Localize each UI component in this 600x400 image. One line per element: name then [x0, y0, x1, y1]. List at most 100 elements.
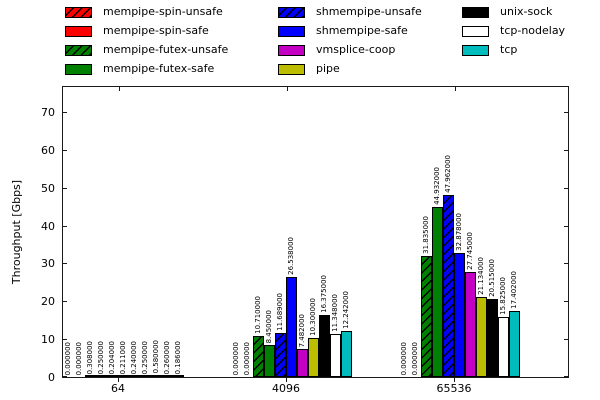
bar-value-label: 10.710000	[254, 296, 262, 334]
bar-value-label: 15.825000	[499, 277, 507, 315]
legend-label-shmempipe-safe: shmempipe-safe	[316, 24, 408, 37]
legend-swatch-tcp-nodelay	[462, 26, 489, 37]
y-tick-mark	[63, 376, 67, 377]
bar-value-label: 11.689000	[276, 293, 284, 331]
y-tick-mark	[63, 339, 67, 340]
y-tick-mark	[564, 376, 568, 377]
legend-label-tcp: tcp	[500, 43, 518, 56]
y-tick-label: 30	[41, 257, 55, 270]
y-tick-label: 20	[41, 295, 55, 308]
bar-value-label: 47.962000	[444, 155, 452, 193]
y-tick-mark	[63, 150, 67, 151]
legend-swatch-mempipe-spin-unsafe	[65, 7, 92, 18]
y-tick-mark	[564, 339, 568, 340]
bar-rect	[509, 311, 520, 377]
bar-group-4096: 0.000000 0.000000 10.710000 8.450000 11.6890…	[231, 87, 352, 377]
y-tick-mark	[564, 301, 568, 302]
y-tick-mark	[63, 301, 67, 302]
bar-mempipe-futex-safe-64: 0.250000	[96, 87, 107, 377]
y-tick-mark	[564, 150, 568, 151]
bar-value-label: 0.186000	[174, 340, 182, 374]
bar-rect	[487, 299, 498, 377]
legend-swatch-shmempipe-safe	[278, 26, 305, 37]
bar-mempipe-spin-safe-4096: 0.000000	[242, 87, 253, 377]
x-tick-mark-bottom	[118, 378, 119, 382]
bar-value-label: 0.000000	[232, 341, 240, 375]
bar-mempipe-futex-safe-4096: 8.450000	[264, 87, 275, 377]
bar-rect	[421, 256, 432, 377]
bar-value-label: 31.835000	[422, 216, 430, 254]
bar-pipe-65536: 21.134000	[476, 87, 487, 377]
bar-value-label: 0.250000	[97, 340, 105, 374]
bar-rect	[498, 317, 509, 377]
bar-value-label: 20.515000	[488, 259, 496, 297]
bar-shmempipe-safe-4096: 26.538000	[286, 87, 297, 377]
bar-value-label: 44.932000	[433, 167, 441, 205]
bar-value-label: 0.000000	[400, 341, 408, 375]
bar-tcp-65536: 17.402000	[509, 87, 520, 377]
bar-value-label: 16.375000	[320, 275, 328, 313]
bar-rect	[330, 334, 341, 377]
bar-mempipe-spin-safe-64: 0.000000	[74, 87, 85, 377]
bar-value-label: 0.000000	[243, 341, 251, 375]
legend-swatch-unix-sock	[462, 7, 489, 18]
bar-pipe-64: 0.250000	[140, 87, 151, 377]
bar-mempipe-spin-unsafe-64: 0.000000	[63, 87, 74, 377]
legend-label-mempipe-spin-safe: mempipe-spin-safe	[103, 24, 209, 37]
legend-label-mempipe-futex-safe: mempipe-futex-safe	[103, 62, 215, 75]
bar-rect	[96, 375, 107, 377]
x-tick-label-65536: 65536	[436, 382, 472, 395]
legend-swatch-shmempipe-unsafe	[278, 7, 305, 18]
legend-swatch-mempipe-spin-safe	[65, 26, 92, 37]
bar-mempipe-spin-safe-65536: 0.000000	[410, 87, 421, 377]
y-tick-mark	[63, 188, 67, 189]
bar-unix-sock-65536: 20.515000	[487, 87, 498, 377]
y-tick-label: 70	[41, 106, 55, 119]
legend-label-tcp-nodelay: tcp-nodelay	[500, 24, 566, 37]
bar-vmsplice-coop-64: 0.240000	[129, 87, 140, 377]
bar-mempipe-spin-unsafe-4096: 0.000000	[231, 87, 242, 377]
bar-value-label: 7.482000	[298, 313, 306, 347]
bar-value-label: 32.878000	[455, 213, 463, 251]
bar-rect	[264, 345, 275, 377]
bar-value-label: 0.250000	[141, 340, 149, 374]
bar-value-label: 8.450000	[265, 309, 273, 343]
bar-shmempipe-safe-65536: 32.878000	[454, 87, 465, 377]
bar-rect	[129, 375, 140, 377]
bar-rect	[286, 277, 297, 377]
legend-label-mempipe-futex-unsafe: mempipe-futex-unsafe	[103, 43, 229, 56]
bar-value-label: 0.260000	[163, 340, 171, 374]
bar-vmsplice-coop-4096: 7.482000	[297, 87, 308, 377]
x-tick-mark-top	[287, 87, 288, 91]
bar-rect	[275, 333, 286, 377]
y-tick-label: 10	[41, 333, 55, 346]
y-tick-mark	[63, 263, 67, 264]
y-tick-mark	[564, 263, 568, 264]
bar-value-label: 17.402000	[510, 271, 518, 309]
legend-label-vmsplice-coop: vmsplice-coop	[316, 43, 396, 56]
bar-value-label: 27.745000	[466, 232, 474, 270]
legend-swatch-mempipe-futex-safe	[65, 64, 92, 75]
bar-rect	[151, 375, 162, 377]
bar-unix-sock-4096: 16.375000	[319, 87, 330, 377]
legend-swatch-vmsplice-coop	[278, 45, 305, 56]
legend-swatch-mempipe-futex-unsafe	[65, 45, 92, 56]
y-tick-label: 40	[41, 220, 55, 233]
x-tick-label-4096: 4096	[272, 382, 300, 395]
x-tick-mark-top	[119, 87, 120, 91]
bar-value-label: 0.000000	[75, 341, 83, 375]
y-tick-mark	[564, 188, 568, 189]
y-tick-label: 60	[41, 144, 55, 157]
bar-mempipe-futex-unsafe-64: 0.308000	[85, 87, 96, 377]
bar-shmempipe-safe-64: 0.211000	[118, 87, 129, 377]
bar-rect	[308, 338, 319, 377]
legend-label-pipe: pipe	[316, 62, 340, 75]
plot-area: 0.000000 0.000000 0.308000 0.250000 0.204000…	[62, 86, 569, 378]
bar-vmsplice-coop-65536: 27.745000	[465, 87, 476, 377]
bar-value-label: 11.348000	[331, 294, 339, 332]
bar-rect	[162, 375, 173, 377]
bar-shmempipe-unsafe-65536: 47.962000	[443, 87, 454, 377]
bar-pipe-4096: 10.300000	[308, 87, 319, 377]
x-tick-mark-bottom	[454, 378, 455, 382]
bar-shmempipe-unsafe-4096: 11.689000	[275, 87, 286, 377]
